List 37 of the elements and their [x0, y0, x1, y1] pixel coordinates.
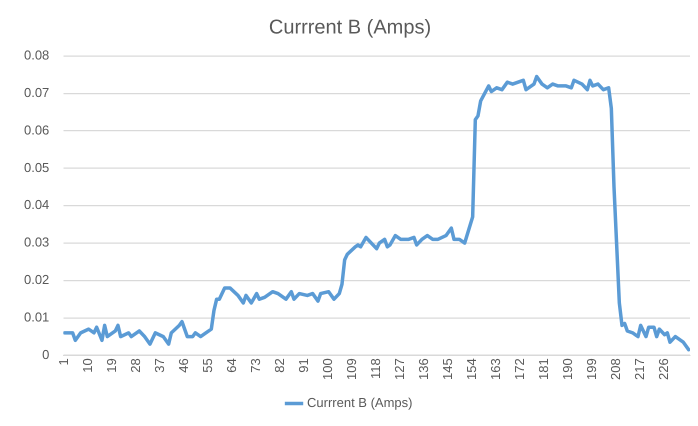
x-tick-label: 28: [128, 358, 144, 373]
legend-label: Currrent B (Amps): [307, 395, 412, 410]
x-tick-label: 64: [224, 358, 240, 373]
y-tick-label: 0.04: [24, 197, 50, 212]
x-tick-label: 1: [56, 358, 72, 366]
x-tick-label: 172: [512, 358, 528, 380]
y-tick-label: 0.06: [24, 122, 50, 138]
x-tick-label: 163: [488, 358, 504, 380]
x-tick-label: 118: [368, 358, 384, 380]
x-tick-label: 82: [272, 358, 288, 373]
x-tick-label: 217: [632, 358, 648, 380]
y-tick-label: 0.07: [24, 84, 50, 100]
x-tick-label: 190: [560, 358, 576, 380]
y-tick-label: 0: [42, 346, 50, 362]
x-tick-label: 55: [200, 358, 216, 373]
chart-title: Currrent B (Amps): [268, 16, 432, 39]
y-tick-label: 0.05: [24, 160, 50, 175]
x-tick-label: 127: [392, 358, 408, 380]
x-tick-label: 208: [608, 358, 624, 380]
x-tick-label: 136: [416, 358, 432, 380]
y-tick-label: 0.08: [24, 48, 50, 63]
x-tick-label: 199: [584, 358, 600, 380]
x-tick-label: 145: [440, 358, 456, 380]
x-tick-label: 19: [104, 358, 120, 373]
x-tick-label: 181: [536, 358, 552, 380]
x-tick-label: 91: [296, 358, 312, 373]
x-tick-label: 226: [656, 358, 672, 380]
x-tick-label: 154: [464, 358, 480, 380]
x-tick-label: 37: [152, 358, 168, 373]
x-tick-label: 100: [320, 358, 336, 380]
y-tick-label: 0.02: [24, 272, 50, 288]
x-tick-label: 109: [344, 358, 360, 380]
x-tick-label: 73: [248, 358, 264, 373]
y-tick-label: 0.01: [24, 309, 50, 324]
x-tick-label: 46: [176, 358, 192, 373]
y-tick-label: 0.03: [24, 234, 50, 250]
x-tick-label: 10: [80, 358, 96, 373]
